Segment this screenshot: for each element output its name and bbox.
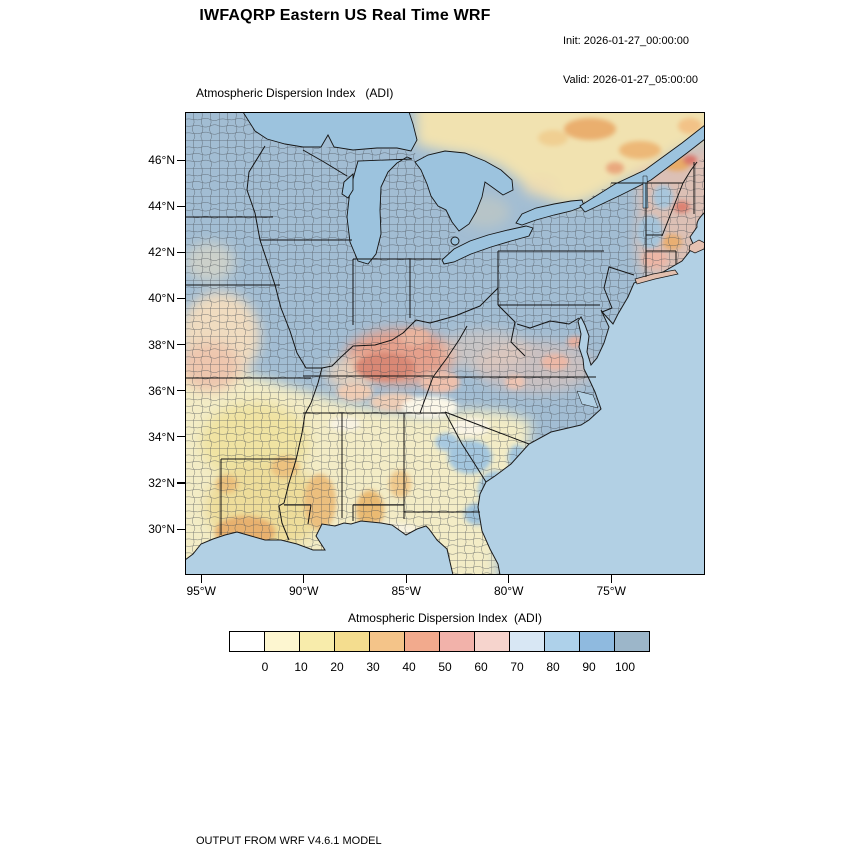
lat-tick-mark — [177, 436, 185, 438]
lat-tick-label: 42°N — [148, 245, 175, 260]
lat-tick-mark — [177, 159, 185, 161]
long-island — [634, 269, 679, 285]
lat-tick-mark — [177, 205, 185, 207]
colorbar-cell — [509, 631, 545, 652]
lake-st-clair — [450, 236, 460, 246]
lon-tick-label: 85°W — [391, 584, 421, 598]
footer-model-line: OUTPUT FROM WRF V4.6.1 MODEL — [196, 835, 382, 847]
valid-time: Valid: 2026-01-27_05:00:00 — [563, 74, 698, 86]
colorbar-cell — [229, 631, 265, 652]
lake-ontario — [515, 199, 585, 226]
colorbar-tick-label: 100 — [614, 660, 636, 674]
colorbar-cell — [299, 631, 335, 652]
lake-superior — [242, 112, 418, 152]
lat-tick-label: 36°N — [148, 383, 175, 398]
lat-tick-mark — [177, 297, 185, 300]
lat-tick-label: 30°N — [148, 522, 175, 537]
state-borders — [185, 145, 698, 541]
lon-tick-label: 80°W — [493, 584, 524, 598]
lon-tick-label: 95°W — [186, 584, 216, 598]
lat-tick-label: 44°N — [148, 199, 175, 214]
colorbar-cell — [439, 631, 475, 652]
field-label: Atmospheric Dispersion Index (ADI) — [196, 86, 394, 100]
lat-tick-label: 38°N — [148, 337, 175, 352]
colorbar-tick-label: 0 — [261, 660, 269, 674]
lat-tick-mark — [177, 528, 185, 530]
lat-tick-label: 40°N — [148, 291, 175, 306]
map-svg — [185, 112, 705, 575]
lat-tick-label: 34°N — [148, 429, 175, 444]
lon-tick-mark — [508, 575, 510, 583]
pamlico-sound — [576, 390, 599, 409]
colorbar-cell — [474, 631, 510, 652]
colorbar-tick-label: 30 — [366, 660, 380, 674]
lon-tick-mark — [405, 575, 407, 583]
colorbar-tick-label: 40 — [402, 660, 416, 674]
page-title: IWFAQRP Eastern US Real Time WRF — [199, 7, 491, 24]
green-bay — [341, 172, 354, 199]
st-lawrence-river — [579, 124, 705, 213]
lat-tick-mark — [177, 251, 185, 253]
colorbar-tick-label: 20 — [330, 660, 344, 674]
colorbar-cell — [404, 631, 440, 652]
colorbar-cell — [369, 631, 405, 652]
lon-tick-label: 90°W — [288, 584, 319, 598]
great-lakes — [242, 112, 705, 409]
colorbar-title: Atmospheric Dispersion Index (ADI) — [347, 611, 543, 625]
lat-tick-mark — [177, 390, 185, 392]
colorbar-tick-label: 60 — [474, 660, 488, 674]
lon-tick-mark — [303, 575, 305, 583]
model-times: Init: 2026-01-27_00:00:00 Valid: 2026-01… — [563, 9, 698, 113]
lat-tick-mark — [177, 344, 185, 346]
colorbar-cell — [579, 631, 615, 652]
init-time: Init: 2026-01-27_00:00:00 — [563, 35, 689, 47]
lake-michigan — [346, 156, 413, 265]
colorbar-cell — [264, 631, 300, 652]
colorbar — [229, 631, 650, 652]
colorbar-tick-labels: 0 10 20 30 40 50 60 70 80 90 100 — [229, 660, 663, 674]
colorbar-tick-label: 10 — [294, 660, 308, 674]
colorbar-cell — [334, 631, 370, 652]
lake-huron — [414, 150, 514, 232]
colorbar-tick-label: 90 — [582, 660, 596, 674]
colorbar-tick-label: 80 — [546, 660, 560, 674]
colorbar-tick-label: 70 — [510, 660, 524, 674]
colorbar-cell — [544, 631, 580, 652]
lake-erie — [441, 225, 534, 265]
lon-tick-mark — [200, 575, 202, 583]
colorbar-cell — [614, 631, 650, 652]
footer: OUTPUT FROM WRF V4.6.1 MODEL WE = 310 ; … — [196, 808, 629, 850]
colorbar-tick-label: 50 — [438, 660, 452, 674]
lon-tick-label: 75°W — [596, 584, 626, 598]
lat-tick-label: 46°N — [148, 153, 175, 168]
lat-tick-mark — [177, 482, 185, 484]
lat-tick-label: 32°N — [148, 476, 175, 490]
map-area: 46°N 44°N 42°N 40°N 38°N 36°N 34°N 32°N 30°N 95°W… — [148, 112, 705, 598]
lon-tick-mark — [610, 575, 612, 583]
